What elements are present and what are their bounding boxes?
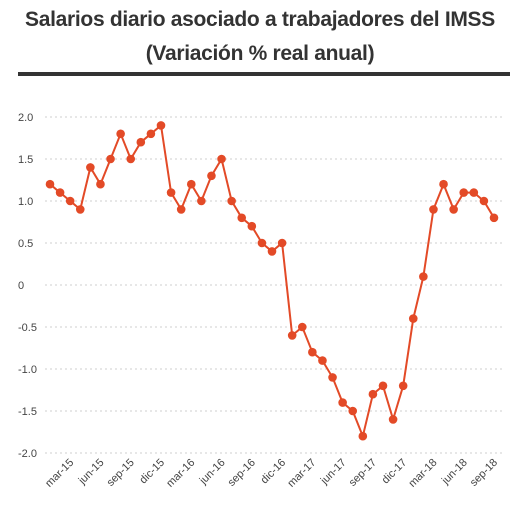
y-tick-label: -1.5	[18, 406, 37, 418]
data-point	[55, 188, 65, 197]
x-tick-label: sep-15	[105, 457, 137, 489]
data-point	[186, 179, 196, 189]
x-tick-label: dic-17	[380, 457, 410, 487]
data-point	[378, 381, 388, 391]
data-point	[146, 129, 156, 139]
data-point	[207, 171, 216, 181]
data-point	[75, 205, 85, 214]
y-tick-label: 0	[18, 280, 24, 292]
data-point	[247, 221, 257, 231]
series-line	[49, 123, 495, 440]
data-point	[308, 347, 317, 357]
x-tick-label: dic-15	[137, 457, 167, 487]
data-point	[86, 163, 95, 172]
data-point	[257, 238, 267, 248]
x-tick-label: sep-17	[347, 457, 379, 489]
data-point	[96, 179, 105, 189]
data-point	[267, 247, 277, 256]
x-tick-label: jun-16	[197, 457, 228, 488]
data-points	[45, 121, 499, 441]
data-point	[126, 154, 136, 164]
data-point	[408, 314, 418, 323]
data-point	[297, 322, 307, 332]
x-tick-label: jun-15	[76, 457, 107, 488]
data-point	[338, 398, 347, 407]
y-tick-label: -2.0	[18, 448, 37, 460]
y-tick-label: 1.0	[18, 196, 33, 208]
data-point	[318, 356, 327, 365]
data-point	[388, 415, 398, 424]
title-rule	[18, 72, 510, 76]
x-tick-label: mar-18	[406, 457, 439, 490]
data-point	[136, 137, 146, 147]
data-point	[368, 389, 378, 399]
data-point	[277, 238, 287, 248]
data-point	[45, 179, 55, 189]
data-point	[65, 196, 75, 206]
data-point	[116, 129, 125, 139]
data-point	[328, 373, 337, 382]
chart-subtitle: (Variación % real anual)	[145, 42, 375, 65]
x-tick-label: mar-16	[164, 457, 197, 490]
data-point	[489, 213, 499, 223]
x-tick-label: jun-17	[318, 457, 349, 488]
data-point	[197, 196, 206, 206]
y-axis-ticks: 2.0 1.5 1.0 0.5 0 -0.5 -1.0 -1.5 -2.0	[18, 112, 37, 460]
grid-layer	[45, 116, 505, 454]
data-point	[237, 213, 247, 223]
data-point	[459, 188, 469, 197]
data-point	[358, 431, 368, 441]
data-point	[429, 205, 438, 214]
data-point	[449, 205, 458, 214]
data-point	[156, 121, 166, 130]
data-point	[469, 188, 479, 197]
x-tick-label: mar-15	[43, 457, 76, 490]
x-tick-label: sep-18	[468, 457, 500, 489]
x-tick-label: sep-16	[226, 457, 258, 489]
data-point	[227, 196, 236, 206]
data-point	[166, 188, 176, 197]
data-point	[398, 381, 408, 391]
x-tick-label: mar-17	[285, 457, 318, 490]
data-point	[348, 406, 358, 416]
data-point	[479, 196, 489, 206]
data-point	[419, 272, 428, 281]
data-point	[287, 331, 297, 340]
y-tick-label: 1.5	[18, 154, 33, 166]
data-point	[176, 205, 186, 214]
y-tick-label: 0.5	[18, 238, 33, 250]
y-tick-label: -0.5	[18, 322, 37, 334]
y-tick-label: 2.0	[18, 112, 33, 124]
data-point	[106, 154, 115, 164]
x-tick-label: dic-16	[259, 457, 289, 487]
data-point	[439, 179, 448, 189]
chart-title: Salarios diario asociado a trabajadores …	[25, 8, 495, 31]
y-tick-label: -1.0	[18, 364, 37, 376]
data-point	[217, 154, 226, 164]
x-tick-label: jun-18	[439, 457, 470, 488]
